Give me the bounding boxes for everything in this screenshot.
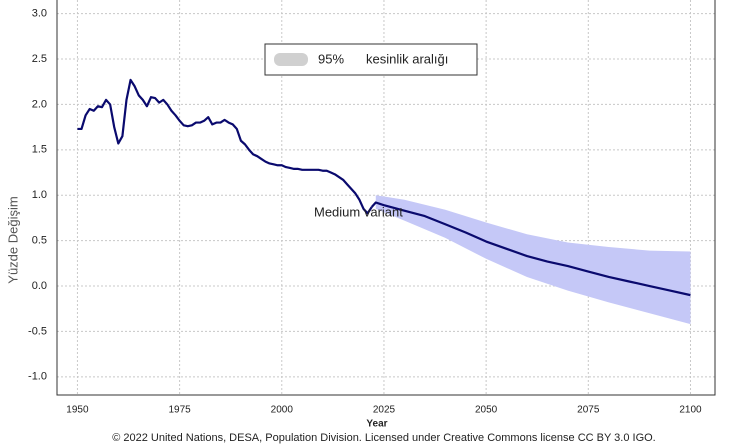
annotation: Medium variant — [314, 204, 403, 219]
line — [77, 78, 373, 215]
legend-swatch — [274, 53, 308, 66]
y-tick-label: 2.0 — [32, 98, 47, 110]
y-tick-label: 2.5 — [32, 53, 47, 65]
x-tick-label: 2050 — [475, 405, 498, 416]
y-tick-label: 1.5 — [32, 144, 47, 156]
legend-label: kesinlik aralığı — [366, 51, 448, 66]
footer: © 2022 United Nations, DESA, Population … — [112, 432, 656, 444]
x-tick-label: 2100 — [679, 405, 702, 416]
y-tick-label: -1.0 — [28, 371, 47, 383]
line — [370, 201, 691, 297]
x-axis-label: Year — [366, 419, 387, 430]
y-tick-label: -0.5 — [28, 325, 47, 337]
y-tick-label: 1.0 — [32, 189, 47, 201]
y-tick-label: 0.0 — [32, 280, 47, 292]
plot-frame — [56, 0, 716, 396]
x-tick-label: 1975 — [168, 405, 191, 416]
x-tick-label: 2075 — [577, 405, 600, 416]
legend-label: 95% — [318, 51, 344, 66]
x-tick-label: 2025 — [373, 405, 396, 416]
x-tick-label: 1950 — [66, 405, 89, 416]
x-tick-label: 2000 — [271, 405, 294, 416]
y-axis-label: Yüzde Değişim — [5, 196, 20, 283]
y-tick-label: 3.0 — [32, 8, 47, 20]
y-tick-label: 0.5 — [32, 235, 47, 247]
